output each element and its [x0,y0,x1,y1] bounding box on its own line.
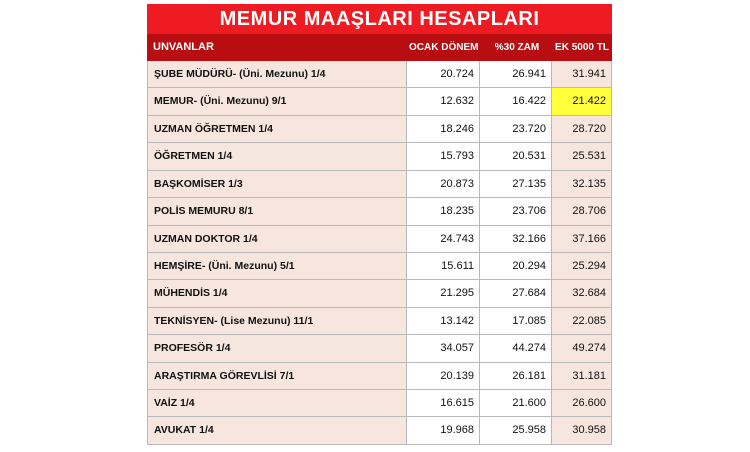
table-row: ARAŞTIRMA GÖREVLİSİ 7/1 20.139 26.181 31.18… [147,362,612,391]
table-body: ŞUBE MÜDÜRÜ- (Üni. Mezunu) 1/4 20.724 26.9… [147,61,612,445]
cell-ek: 49.274 [552,335,612,363]
cell-ek: 28.706 [552,198,612,226]
cell-zam: 26.941 [480,61,552,89]
table-row: MÜHENDİS 1/4 21.295 27.684 32.684 [147,280,612,308]
cell-zam: 23.706 [480,198,552,226]
table-row: PROFESÖR 1/4 34.057 44.274 49.274 [147,335,612,363]
table-row: BAŞKOMİSER 1/3 20.873 27.135 32.135 [147,170,612,199]
cell-ocak-donemi: 13.142 [407,307,480,336]
cell-ek: 37.166 [552,225,612,253]
cell-unvan: TEKNİSYEN- (Lise Mezunu) 11/1 [147,307,407,336]
header-zam: %30 ZAM [494,42,540,53]
cell-ocak-donemi: 16.615 [407,390,480,418]
cell-zam: 17.085 [480,307,552,336]
cell-ek: 31.941 [552,61,612,89]
cell-ek: 31.181 [552,362,612,391]
table-row: MEMUR- (Üni. Mezunu) 9/1 12.632 16.422 21.4… [147,88,612,116]
cell-ek: 32.684 [552,280,612,308]
cell-ocak-donemi: 24.743 [407,225,480,253]
table-row: HEMŞİRE- (Üni. Mezunu) 5/1 15.611 20.294 25… [147,252,612,281]
cell-zam: 27.135 [480,170,552,199]
cell-ocak-donemi: 18.235 [407,198,480,226]
cell-ocak-donemi: 15.793 [407,143,480,171]
cell-ek: 22.085 [552,307,612,336]
cell-ek: 25.531 [552,143,612,171]
cell-ocak-donemi: 20.139 [407,362,480,391]
cell-unvan: POLİS MEMURU 8/1 [147,198,407,226]
cell-ocak-donemi: 20.724 [407,61,480,89]
cell-unvan: ŞUBE MÜDÜRÜ- (Üni. Mezunu) 1/4 [147,61,407,89]
cell-ocak-donemi: 21.295 [407,280,480,308]
table-row: ÖĞRETMEN 1/4 15.793 20.531 25.531 [147,143,612,171]
cell-zam: 23.720 [480,115,552,144]
cell-zam: 27.684 [480,280,552,308]
cell-unvan: VAİZ 1/4 [147,390,407,418]
table-row: TEKNİSYEN- (Lise Mezunu) 11/1 13.142 17.08… [147,307,612,336]
header-ek: EK 5000 TL [555,42,609,53]
cell-zam: 16.422 [480,88,552,116]
cell-unvan: MÜHENDİS 1/4 [147,280,407,308]
cell-unvan: PROFESÖR 1/4 [147,335,407,363]
cell-ocak-donemi: 20.873 [407,170,480,199]
cell-ek: 28.720 [552,115,612,144]
cell-unvan: MEMUR- (Üni. Mezunu) 9/1 [147,88,407,116]
cell-zam: 21.600 [480,390,552,418]
cell-zam: 25.958 [480,417,552,445]
cell-zam: 20.294 [480,252,552,281]
cell-zam: 44.274 [480,335,552,363]
table-title: MEMUR MAAŞLARI HESAPLARI [147,4,612,34]
cell-zam: 32.166 [480,225,552,253]
table-row: UZMAN DOKTOR 1/4 24.743 32.166 37.166 [147,225,612,253]
cell-unvan: AVUKAT 1/4 [147,417,407,445]
cell-ocak-donemi: 18.246 [407,115,480,144]
table-row: AVUKAT 1/4 19.968 25.958 30.958 [147,417,612,445]
cell-unvan: UZMAN ÖĞRETMEN 1/4 [147,115,407,144]
cell-unvan: HEMŞİRE- (Üni. Mezunu) 5/1 [147,252,407,281]
cell-ek: 26.600 [552,390,612,418]
cell-zam: 20.531 [480,143,552,171]
cell-unvan: ÖĞRETMEN 1/4 [147,143,407,171]
cell-ocak-donemi: 34.057 [407,335,480,363]
cell-ek: 21.422 [552,88,612,116]
header-unvanlar: UNVANLAR [153,41,214,53]
table-row: VAİZ 1/4 16.615 21.600 26.600 [147,390,612,418]
header-ocak-donemi: OCAK DÖNEMİ [409,42,479,53]
cell-unvan: ARAŞTIRMA GÖREVLİSİ 7/1 [147,362,407,391]
salary-table: MEMUR MAAŞLARI HESAPLARI UNVANLAR OCAK D… [147,4,612,447]
cell-zam: 26.181 [480,362,552,391]
cell-unvan: BAŞKOMİSER 1/3 [147,170,407,199]
cell-ek: 30.958 [552,417,612,445]
cell-ocak-donemi: 12.632 [407,88,480,116]
cell-ocak-donemi: 19.968 [407,417,480,445]
table-row: UZMAN ÖĞRETMEN 1/4 18.246 23.720 28.720 [147,115,612,144]
cell-ek: 32.135 [552,170,612,199]
table-row: POLİS MEMURU 8/1 18.235 23.706 28.706 [147,198,612,226]
table-header-row: UNVANLAR OCAK DÖNEMİ %30 ZAM EK 5000 TL [147,34,612,61]
cell-ocak-donemi: 15.611 [407,252,480,281]
table-row: ŞUBE MÜDÜRÜ- (Üni. Mezunu) 1/4 20.724 26.9… [147,61,612,89]
cell-ek: 25.294 [552,252,612,281]
cell-unvan: UZMAN DOKTOR 1/4 [147,225,407,253]
